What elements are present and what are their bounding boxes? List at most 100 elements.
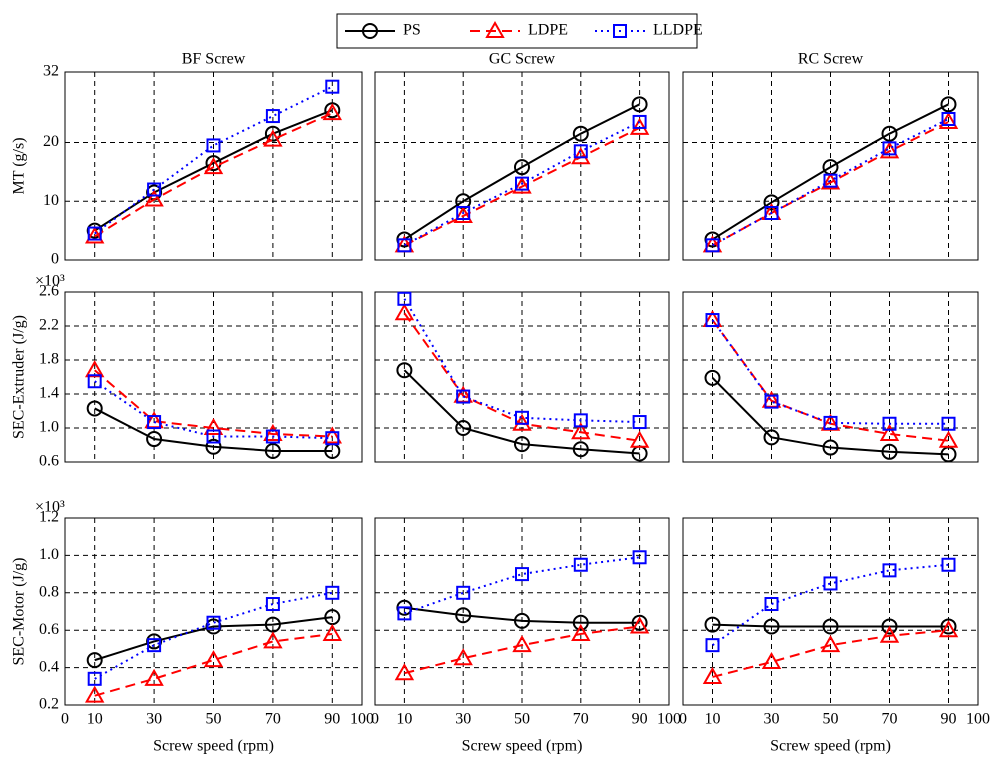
x-axis-label: Screw speed (rpm) xyxy=(462,738,583,755)
marker xyxy=(702,666,723,684)
marker xyxy=(940,96,957,113)
marker xyxy=(322,103,343,121)
marker xyxy=(882,563,897,578)
x-tick-label: 70 xyxy=(265,711,281,728)
marker xyxy=(206,429,221,444)
marker xyxy=(86,652,103,669)
x-tick-label: 50 xyxy=(514,711,530,728)
marker xyxy=(144,668,164,686)
marker xyxy=(823,173,838,188)
series-line xyxy=(94,112,333,238)
marker xyxy=(879,141,900,159)
marker xyxy=(264,442,281,459)
series-line xyxy=(403,126,641,247)
y-tick-label: 10 xyxy=(43,192,59,209)
marker xyxy=(514,612,530,629)
marker xyxy=(205,438,222,455)
marker xyxy=(514,159,530,176)
x-tick-label: 30 xyxy=(455,711,471,728)
marker xyxy=(397,238,412,253)
marker xyxy=(941,112,956,126)
marker xyxy=(325,585,340,600)
marker xyxy=(573,557,588,572)
x-tick-label: 50 xyxy=(823,711,839,728)
marker xyxy=(265,597,280,612)
x-tick-label: 100 xyxy=(657,711,681,728)
marker xyxy=(881,618,898,635)
chart-title: RC Screw xyxy=(798,51,864,68)
legend-marker xyxy=(362,23,378,39)
y-tick-label: 20 xyxy=(43,133,59,150)
marker xyxy=(322,623,343,641)
y-tick-label: 0 xyxy=(51,251,59,268)
marker xyxy=(705,238,720,253)
marker xyxy=(263,423,283,441)
x-tick-label: 10 xyxy=(87,711,103,728)
marker xyxy=(206,615,221,630)
series-line xyxy=(403,103,641,241)
marker xyxy=(940,618,957,635)
y-tick-label: 0.6 xyxy=(39,453,59,470)
marker xyxy=(456,206,471,220)
legend-label: PS xyxy=(403,22,421,39)
marker xyxy=(823,576,838,591)
x-tick-label: 100 xyxy=(966,711,990,728)
marker xyxy=(941,416,956,431)
marker xyxy=(397,606,412,621)
series-line xyxy=(403,369,640,455)
marker xyxy=(86,400,103,417)
marker xyxy=(631,614,648,631)
marker xyxy=(881,443,898,460)
legend-label: LDPE xyxy=(528,22,568,39)
marker xyxy=(146,431,163,448)
marker xyxy=(147,182,162,197)
marker xyxy=(764,597,779,612)
marker xyxy=(571,623,591,641)
series-line xyxy=(712,118,949,247)
y-tick-label: 0.2 xyxy=(39,696,59,713)
marker xyxy=(147,415,162,430)
marker xyxy=(879,625,900,643)
x-tick-label: 0 xyxy=(371,711,379,728)
marker xyxy=(512,635,532,653)
y-tick-label: 0.6 xyxy=(39,621,59,638)
marker xyxy=(822,439,839,456)
marker xyxy=(938,620,959,638)
marker xyxy=(455,607,472,624)
x-tick-label: 0 xyxy=(61,711,69,728)
series-line xyxy=(711,103,949,241)
marker xyxy=(515,176,529,191)
y-axis-label: MT (g/s) xyxy=(11,137,28,194)
legend-marker xyxy=(485,20,505,38)
series-line xyxy=(712,121,949,247)
y-tick-label: 1.2 xyxy=(39,509,59,526)
marker xyxy=(87,374,102,389)
marker xyxy=(265,429,280,444)
marker xyxy=(763,429,780,446)
marker xyxy=(704,369,721,386)
series-line xyxy=(94,632,333,697)
x-axis-label: Screw speed (rpm) xyxy=(153,738,274,755)
x-tick-label: 70 xyxy=(882,711,898,728)
chart-title: GC Screw xyxy=(489,51,556,68)
marker xyxy=(629,117,650,135)
x-tick-label: 50 xyxy=(206,711,222,728)
y-tick-label: 1.8 xyxy=(39,351,59,368)
marker xyxy=(631,96,648,113)
marker xyxy=(882,141,897,156)
marker xyxy=(705,638,720,653)
marker xyxy=(203,650,224,668)
marker xyxy=(84,226,105,244)
marker xyxy=(203,417,224,435)
marker xyxy=(632,415,647,430)
x-tick-label: 30 xyxy=(764,711,780,728)
x-tick-label: 90 xyxy=(324,711,340,728)
x-tick-label: 30 xyxy=(146,711,162,728)
marker xyxy=(206,138,221,153)
marker xyxy=(87,671,102,686)
marker xyxy=(764,394,779,409)
y-tick-label: 2.2 xyxy=(39,317,59,334)
x-tick-label: 10 xyxy=(705,711,721,728)
marker xyxy=(882,416,897,431)
